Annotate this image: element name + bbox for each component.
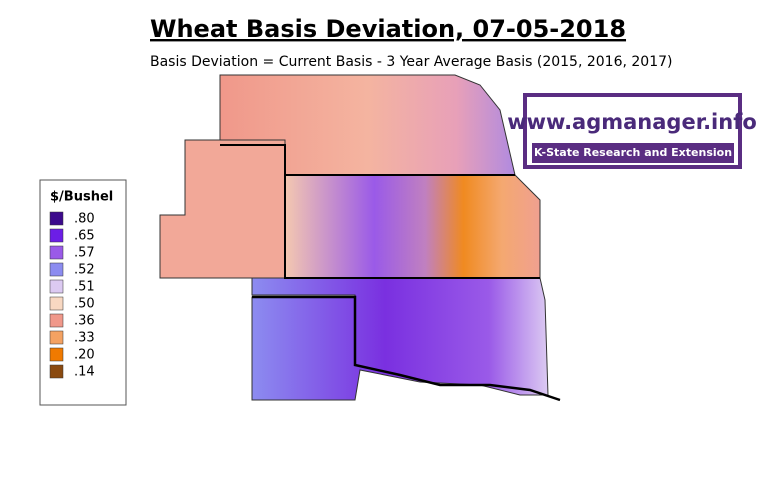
legend-swatch	[49, 330, 64, 345]
legend-label: .57	[74, 246, 95, 261]
logo-org: K-State Research and Extension	[534, 146, 732, 159]
legend-swatch	[49, 245, 64, 260]
subtitle: Basis Deviation = Current Basis - 3 Year…	[150, 54, 672, 70]
legend-swatch	[49, 347, 64, 362]
legend-title: $/Bushel	[50, 190, 113, 205]
legend-label: .65	[74, 229, 95, 244]
colorado	[159, 139, 286, 279]
legend-label: .50	[74, 297, 95, 312]
state-lines	[252, 295, 561, 402]
legend-swatch	[49, 228, 64, 243]
legend-label: .36	[74, 314, 95, 329]
legend-swatch	[49, 364, 64, 379]
oklahoma	[251, 277, 549, 401]
kansas	[284, 174, 541, 279]
legend-swatch	[49, 313, 64, 328]
logo-url: www.agmanager.info	[507, 110, 757, 134]
legend-label: .33	[74, 331, 95, 346]
legend-label: .20	[74, 348, 95, 363]
legend-label: .51	[74, 280, 95, 295]
legend-label: .52	[74, 263, 95, 278]
legend-items: .80 .65 .57 .52 .51 .50 .36 .33 .20 .14	[49, 211, 95, 380]
map	[159, 74, 561, 402]
legend-swatch	[49, 262, 64, 277]
legend-swatch	[49, 296, 64, 311]
legend-label: .14	[74, 365, 95, 380]
title: Wheat Basis Deviation, 07-05-2018	[150, 15, 626, 43]
logo-band	[532, 143, 734, 163]
legend-swatch	[49, 211, 64, 226]
legend-label: .80	[74, 212, 95, 227]
legend-swatch	[49, 279, 64, 294]
state-lines	[220, 144, 540, 279]
